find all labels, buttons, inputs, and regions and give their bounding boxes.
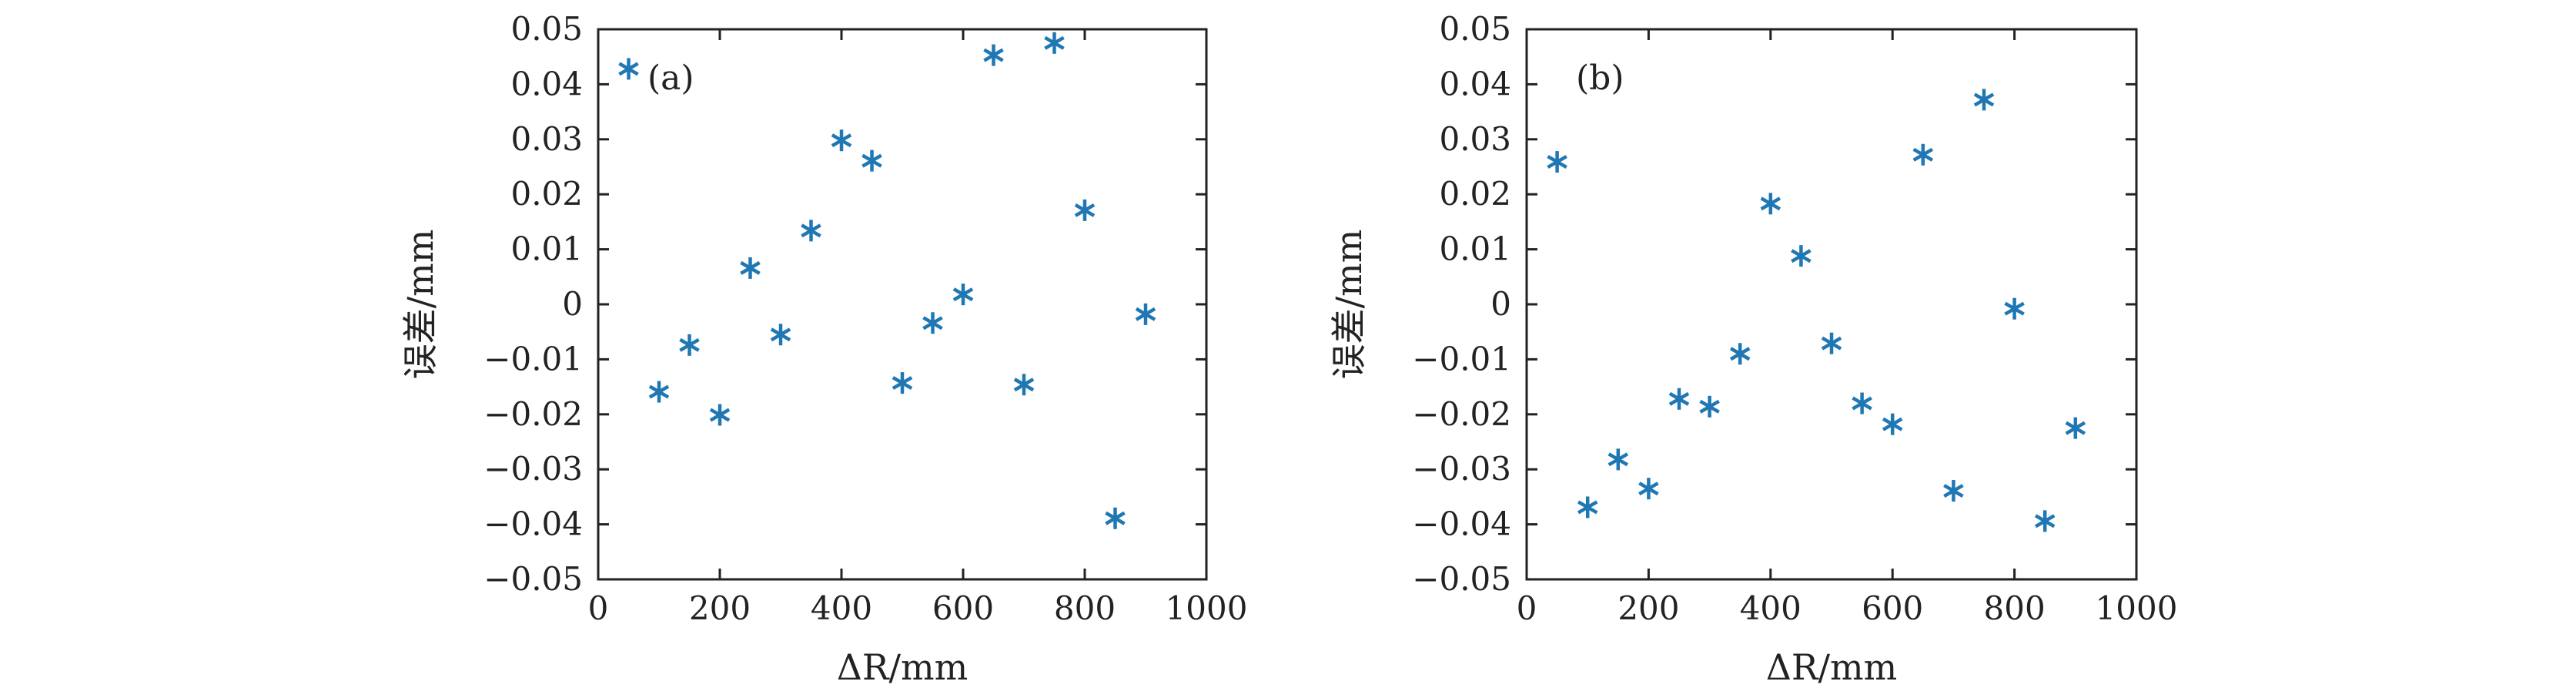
data-point [1760,193,1781,215]
x-tick-label: 800 [1984,589,2046,627]
y-tick-label: 0.01 [510,230,583,268]
x-tick-label: 1000 [1166,589,1248,627]
data-point [1729,343,1751,365]
y-tick-label: −0.01 [1412,340,1511,378]
x-tick-label: 800 [1054,589,1116,627]
data-point [1013,374,1035,396]
data-point [1547,151,1567,173]
y-tick-label: −0.04 [1412,505,1511,543]
y-tick-label: −0.04 [483,505,583,543]
data-point [1668,388,1690,410]
data-point [801,220,821,242]
data-point [1821,332,1842,354]
x-tick-label: 0 [588,589,609,627]
y-tick-label: −0.03 [483,450,583,488]
y-tick-label: −0.02 [1412,395,1511,433]
x-axis-label: ΔR/mm [837,646,969,688]
y-tick-label: 0.01 [1439,230,1511,268]
data-point [1607,448,1629,471]
y-tick-label: −0.05 [1412,560,1511,598]
data-point [1074,199,1096,221]
data-point [1044,32,1065,54]
data-point [831,129,852,152]
data-point [1943,480,1964,502]
data-point [1699,395,1720,418]
panel-label: (b) [1576,59,1624,98]
data-point [952,284,974,306]
y-tick-label: 0 [562,285,583,323]
data-point [709,404,731,426]
y-tick-label: 0.03 [510,120,583,158]
data-point [1912,143,1934,166]
data-point [740,257,761,279]
data-point [2065,417,2086,439]
y-tick-label: −0.03 [1412,450,1511,488]
data-point [1791,245,1812,267]
data-point [770,324,791,346]
data-point [861,149,882,172]
x-tick-label: 0 [1517,589,1537,627]
data-point [1973,89,1995,111]
data-point [1135,303,1156,325]
scatter-panel-b: 0 200 400 600 800 10000.050.040.030.020.010−0… [1328,10,2177,688]
y-tick-label: 0.04 [510,65,583,102]
y-tick-label: 0.02 [510,175,583,213]
data-point [1105,507,1126,529]
y-axis-label: 误差/mm [1328,230,1370,380]
y-tick-label: −0.02 [483,395,583,433]
y-tick-label: 0 [1490,285,1511,323]
y-tick-label: 0.05 [510,10,583,48]
y-axis-label: 误差/mm [400,230,441,380]
x-tick-label: 200 [689,589,751,627]
y-tick-label: −0.05 [483,560,583,598]
data-point [1852,392,1872,414]
y-tick-label: 0.05 [1439,10,1511,48]
data-point [2004,297,2025,320]
y-tick-label: −0.01 [483,340,583,378]
data-point [648,381,670,403]
x-tick-label: 1000 [2096,589,2178,627]
x-tick-label: 600 [1862,589,1923,627]
data-point [618,58,639,80]
y-tick-label: 0.03 [1439,120,1511,158]
panel-label: (a) [647,59,694,98]
data-point [1577,496,1598,518]
y-tick-label: 0.02 [1439,175,1511,213]
scatter-panel-a: 0 200 400 600 800 10000.050.040.030.020.010−0… [400,10,1247,688]
data-point [983,44,1004,66]
data-point [679,334,700,356]
x-tick-label: 600 [932,589,994,627]
plot-frame [597,28,1208,581]
x-tick-label: 400 [1740,589,1802,627]
x-axis-label: ΔR/mm [1766,646,1898,688]
x-tick-label: 400 [811,589,872,627]
data-point [2034,510,2056,532]
data-point [1638,478,1659,500]
y-tick-label: 0.04 [1439,65,1511,102]
data-point [922,312,943,334]
x-tick-label: 200 [1618,589,1679,627]
data-point [892,372,913,394]
plot-frame [1525,28,2138,581]
data-point [1882,413,1903,435]
